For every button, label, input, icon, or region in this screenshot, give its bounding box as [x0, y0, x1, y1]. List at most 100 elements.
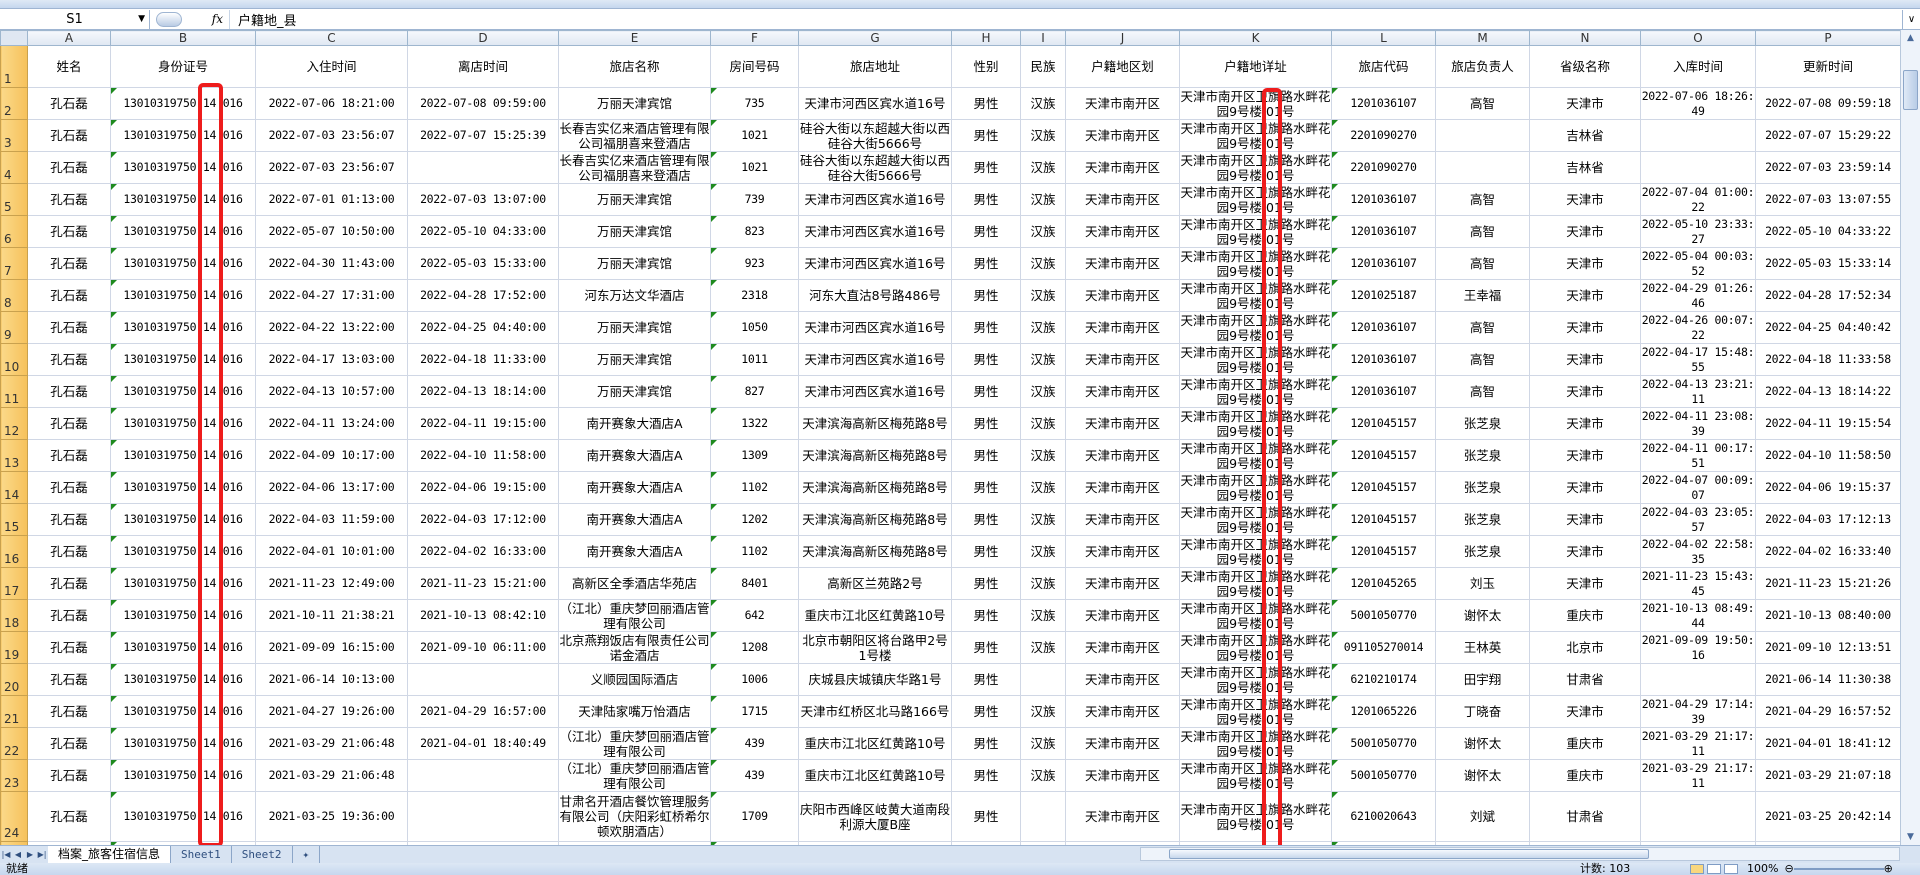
row-header[interactable]: 9	[0, 311, 28, 344]
data-cell[interactable]: 091105270014	[1331, 631, 1436, 664]
column-header-m[interactable]: M	[1435, 30, 1530, 46]
data-cell[interactable]: 439	[710, 759, 799, 792]
data-cell[interactable]: 孔石磊	[27, 439, 111, 472]
zoom-in-icon[interactable]: ⊕	[1883, 862, 1893, 875]
data-cell[interactable]: 天津市南开区	[1065, 599, 1180, 632]
column-title-cell[interactable]: 旅店代码	[1331, 45, 1436, 88]
column-title-cell[interactable]: 离店时间	[407, 45, 559, 88]
data-cell[interactable]: 1322	[710, 407, 799, 440]
data-cell[interactable]: 2022-04-28 17:52:00	[407, 279, 559, 312]
data-cell[interactable]: 高智	[1435, 375, 1530, 408]
data-cell[interactable]: 2022-04-07 00:09:07	[1640, 471, 1756, 504]
column-title-cell[interactable]: 性别	[951, 45, 1021, 88]
data-cell[interactable]: 天津市	[1529, 87, 1641, 120]
data-cell[interactable]: 2201090270	[1331, 151, 1436, 184]
data-cell[interactable]: 6210210174	[1331, 663, 1436, 696]
data-cell[interactable]: 2022-04-03 17:12:13	[1755, 503, 1900, 536]
data-cell[interactable]: 孔石磊	[27, 599, 111, 632]
data-cell[interactable]: 13010319750 14 016	[110, 247, 256, 280]
data-cell[interactable]: 2021-06-14 10:13:00	[255, 663, 408, 696]
data-cell[interactable]: 汉族	[1020, 247, 1066, 280]
data-cell[interactable]: 男性	[951, 151, 1021, 184]
row-header[interactable]: 24	[0, 791, 28, 842]
data-cell[interactable]: 2022-04-10 11:58:50	[1755, 439, 1900, 472]
data-cell[interactable]: 1709	[710, 791, 799, 842]
data-cell[interactable]: 1201036107	[1331, 247, 1436, 280]
data-cell[interactable]: 2022-04-13 10:57:00	[255, 375, 408, 408]
data-cell[interactable]: 重庆市	[1529, 727, 1641, 760]
data-cell[interactable]: 2021-04-29 17:14:39	[1640, 695, 1756, 728]
data-cell[interactable]: 汉族	[1020, 119, 1066, 152]
data-cell[interactable]: 天津市	[1529, 215, 1641, 248]
data-cell[interactable]: 2021-04-29 16:57:00	[407, 695, 559, 728]
data-cell[interactable]: 男性	[951, 215, 1021, 248]
data-cell[interactable]: 2022-04-03 11:59:00	[255, 503, 408, 536]
data-cell[interactable]: 2022-05-04 00:03:52	[1640, 247, 1756, 280]
data-cell[interactable]: 2021-03-25 19:36:00	[255, 791, 408, 842]
data-cell[interactable]: 天津市南开区卫旗路水畔花园9号楼 01号	[1179, 471, 1332, 504]
data-cell[interactable]: 谢怀太	[1435, 759, 1530, 792]
row-header[interactable]: 11	[0, 375, 28, 408]
data-cell[interactable]: 2021-10-13 08:42:10	[407, 599, 559, 632]
data-cell[interactable]: 2022-04-30 11:43:00	[255, 247, 408, 280]
data-cell[interactable]: 2022-07-08 09:59:00	[407, 87, 559, 120]
data-cell[interactable]: 孔石磊	[27, 727, 111, 760]
data-cell[interactable]: 孔石磊	[27, 215, 111, 248]
data-cell[interactable]: 2021-09-09 19:50:16	[1640, 631, 1756, 664]
data-cell[interactable]: 天津市南开区	[1065, 631, 1180, 664]
data-cell[interactable]: 13010319750 14 016	[110, 631, 256, 664]
data-cell[interactable]: 吉林省	[1529, 151, 1641, 184]
first-sheet-icon[interactable]: |◀	[1, 850, 11, 859]
row-header[interactable]: 6	[0, 215, 28, 248]
data-cell[interactable]: 13010319750 14 016	[110, 471, 256, 504]
column-header-j[interactable]: J	[1065, 30, 1180, 46]
data-cell[interactable]: 天津市南开区卫旗路水畔花园9号楼 01号	[1179, 183, 1332, 216]
data-cell[interactable]: 天津市	[1529, 343, 1641, 376]
data-cell[interactable]: 天津市河西区宾水道16号	[798, 183, 952, 216]
data-cell[interactable]: 天津市	[1529, 567, 1641, 600]
data-cell[interactable]: 2022-04-06 19:15:37	[1755, 471, 1900, 504]
horizontal-scrollbar[interactable]	[1140, 847, 1900, 861]
data-cell[interactable]: 张芝泉	[1435, 535, 1530, 568]
data-cell[interactable]: 2022-04-06 19:15:00	[407, 471, 559, 504]
data-cell[interactable]: 天津市南开区卫旗路水畔花园9号楼 01号	[1179, 279, 1332, 312]
data-cell[interactable]: 庆阳市西峰区岐黄大道南段利源大厦B座	[798, 791, 952, 842]
data-cell[interactable]: 甘肃省	[1529, 791, 1641, 842]
sheet-tab-sheet1[interactable]: Sheet1	[171, 846, 232, 863]
data-cell[interactable]: 南开赛象大酒店A	[558, 407, 711, 440]
data-cell[interactable]: 重庆市	[1529, 599, 1641, 632]
data-cell[interactable]: 天津市河西区宾水道16号	[798, 375, 952, 408]
data-cell[interactable]: 高智	[1435, 87, 1530, 120]
data-cell[interactable]: 13010319750 14 016	[110, 503, 256, 536]
data-cell[interactable]: 汉族	[1020, 631, 1066, 664]
data-cell[interactable]: 高智	[1435, 215, 1530, 248]
data-cell[interactable]: 男性	[951, 503, 1021, 536]
data-cell[interactable]: 南开赛象大酒店A	[558, 439, 711, 472]
data-cell[interactable]: 2022-04-10 11:58:00	[407, 439, 559, 472]
zoom-level[interactable]: 100%	[1747, 862, 1779, 875]
zoom-out-icon[interactable]: ⊖	[1784, 862, 1794, 875]
data-cell[interactable]: 2021-03-29 21:17:11	[1640, 759, 1756, 792]
data-cell[interactable]: 天津市南开区卫旗路水畔花园9号楼 01号	[1179, 311, 1332, 344]
data-cell[interactable]: 张芝泉	[1435, 439, 1530, 472]
data-cell[interactable]: 万丽天津宾馆	[558, 375, 711, 408]
data-cell[interactable]: 2022-04-13 23:21:11	[1640, 375, 1756, 408]
data-cell[interactable]: 天津市南开区卫旗路水畔花园9号楼 01号	[1179, 215, 1332, 248]
data-cell[interactable]: 孔石磊	[27, 791, 111, 842]
data-cell[interactable]: 男性	[951, 439, 1021, 472]
data-cell[interactable]: 汉族	[1020, 151, 1066, 184]
data-cell[interactable]: 汉族	[1020, 215, 1066, 248]
data-cell[interactable]: 5001050770	[1331, 727, 1436, 760]
column-header-a[interactable]: A	[27, 30, 111, 46]
data-cell[interactable]: 2022-07-03 13:07:00	[407, 183, 559, 216]
data-cell[interactable]: 孔石磊	[27, 471, 111, 504]
data-cell[interactable]: 孔石磊	[27, 87, 111, 120]
data-cell[interactable]: 2021-03-25 20:42:14	[1755, 791, 1900, 842]
data-cell[interactable]: 孔石磊	[27, 311, 111, 344]
row-header[interactable]: 3	[0, 119, 28, 152]
data-cell[interactable]: 13010319750 14 016	[110, 663, 256, 696]
data-cell[interactable]: 2022-04-02 16:33:00	[407, 535, 559, 568]
data-cell[interactable]: 天津市南开区	[1065, 183, 1180, 216]
data-cell[interactable]: 天津市	[1529, 407, 1641, 440]
data-cell[interactable]: 13010319750 14 016	[110, 695, 256, 728]
